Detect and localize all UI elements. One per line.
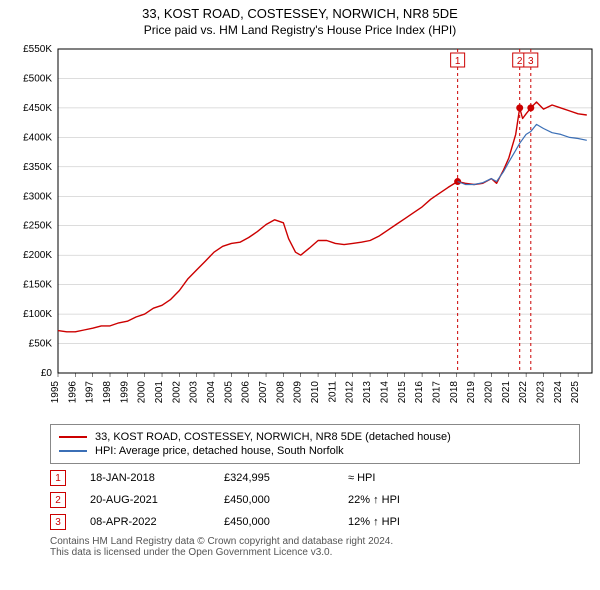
svg-text:2022: 2022	[518, 381, 529, 404]
attribution-footer: Contains HM Land Registry data © Crown c…	[50, 536, 580, 558]
page-subtitle: Price paid vs. HM Land Registry's House …	[0, 23, 600, 37]
svg-text:2021: 2021	[501, 381, 512, 404]
svg-text:£500K: £500K	[23, 73, 52, 84]
svg-text:2003: 2003	[189, 381, 200, 404]
svg-text:2020: 2020	[483, 381, 494, 404]
transaction-delta: ≈ HPI	[348, 472, 468, 484]
svg-text:2005: 2005	[223, 381, 234, 404]
svg-text:2017: 2017	[431, 381, 442, 404]
transaction-row: 3 08-APR-2022 £450,000 12% ↑ HPI	[50, 514, 580, 530]
svg-text:£200K: £200K	[23, 250, 52, 261]
transaction-price: £450,000	[224, 516, 324, 528]
svg-text:2011: 2011	[327, 381, 338, 403]
transaction-row: 1 18-JAN-2018 £324,995 ≈ HPI	[50, 470, 580, 486]
legend-label: HPI: Average price, detached house, Sout…	[95, 445, 344, 457]
svg-text:1999: 1999	[119, 381, 130, 404]
transaction-marker: 2	[50, 492, 66, 508]
legend-label: 33, KOST ROAD, COSTESSEY, NORWICH, NR8 5…	[95, 431, 451, 443]
svg-text:1997: 1997	[85, 381, 96, 404]
svg-text:2000: 2000	[137, 381, 148, 404]
svg-text:2012: 2012	[345, 381, 356, 404]
transactions-table: 1 18-JAN-2018 £324,995 ≈ HPI 2 20-AUG-2021 £45…	[50, 470, 580, 530]
svg-text:£350K: £350K	[23, 162, 52, 173]
transaction-price: £324,995	[224, 472, 324, 484]
svg-text:3: 3	[528, 56, 534, 67]
svg-text:£300K: £300K	[23, 191, 52, 202]
transaction-delta: 12% ↑ HPI	[348, 516, 468, 528]
svg-text:£0: £0	[41, 368, 53, 379]
svg-text:2006: 2006	[241, 381, 252, 404]
legend-item: HPI: Average price, detached house, Sout…	[59, 445, 571, 457]
price-chart: £0 £50K £100K £150K £200K £250K £300K £350K £400…	[0, 43, 600, 416]
svg-text:2001: 2001	[154, 381, 165, 404]
svg-text:£250K: £250K	[23, 221, 52, 232]
svg-text:£400K: £400K	[23, 132, 52, 143]
transaction-marker: 1	[50, 470, 66, 486]
svg-text:1996: 1996	[67, 381, 78, 404]
svg-text:2002: 2002	[171, 381, 182, 404]
svg-text:2025: 2025	[570, 381, 581, 404]
legend-item: 33, KOST ROAD, COSTESSEY, NORWICH, NR8 5…	[59, 431, 571, 443]
svg-text:2008: 2008	[275, 381, 286, 404]
transaction-date: 20-AUG-2021	[90, 494, 200, 506]
svg-text:2013: 2013	[362, 381, 373, 404]
transaction-date: 08-APR-2022	[90, 516, 200, 528]
transaction-date: 18-JAN-2018	[90, 472, 200, 484]
svg-text:£50K: £50K	[29, 339, 53, 350]
svg-text:1995: 1995	[50, 381, 61, 404]
legend-swatch	[59, 450, 87, 452]
transaction-delta: 22% ↑ HPI	[348, 494, 468, 506]
svg-text:2019: 2019	[466, 381, 477, 404]
svg-text:£550K: £550K	[23, 44, 52, 55]
svg-text:2016: 2016	[414, 381, 425, 404]
svg-text:2023: 2023	[535, 381, 546, 404]
svg-text:2004: 2004	[206, 381, 217, 404]
svg-text:2009: 2009	[293, 381, 304, 404]
svg-text:2015: 2015	[397, 381, 408, 404]
svg-text:2024: 2024	[553, 381, 564, 404]
page-title-address: 33, KOST ROAD, COSTESSEY, NORWICH, NR8 5…	[0, 6, 600, 21]
footer-line-1: Contains HM Land Registry data © Crown c…	[50, 536, 580, 547]
svg-text:£450K: £450K	[23, 103, 52, 114]
svg-text:1: 1	[455, 56, 461, 67]
svg-text:2014: 2014	[379, 381, 390, 404]
legend-swatch	[59, 436, 87, 438]
transaction-marker: 3	[50, 514, 66, 530]
svg-text:2018: 2018	[449, 381, 460, 404]
svg-text:£100K: £100K	[23, 309, 52, 320]
footer-line-2: This data is licensed under the Open Gov…	[50, 547, 580, 558]
transaction-price: £450,000	[224, 494, 324, 506]
legend: 33, KOST ROAD, COSTESSEY, NORWICH, NR8 5…	[50, 424, 580, 464]
svg-text:2: 2	[517, 56, 523, 67]
svg-text:2007: 2007	[258, 381, 269, 404]
svg-text:1998: 1998	[102, 381, 113, 404]
svg-text:£150K: £150K	[23, 280, 52, 291]
svg-text:2010: 2010	[310, 381, 321, 404]
transaction-row: 2 20-AUG-2021 £450,000 22% ↑ HPI	[50, 492, 580, 508]
